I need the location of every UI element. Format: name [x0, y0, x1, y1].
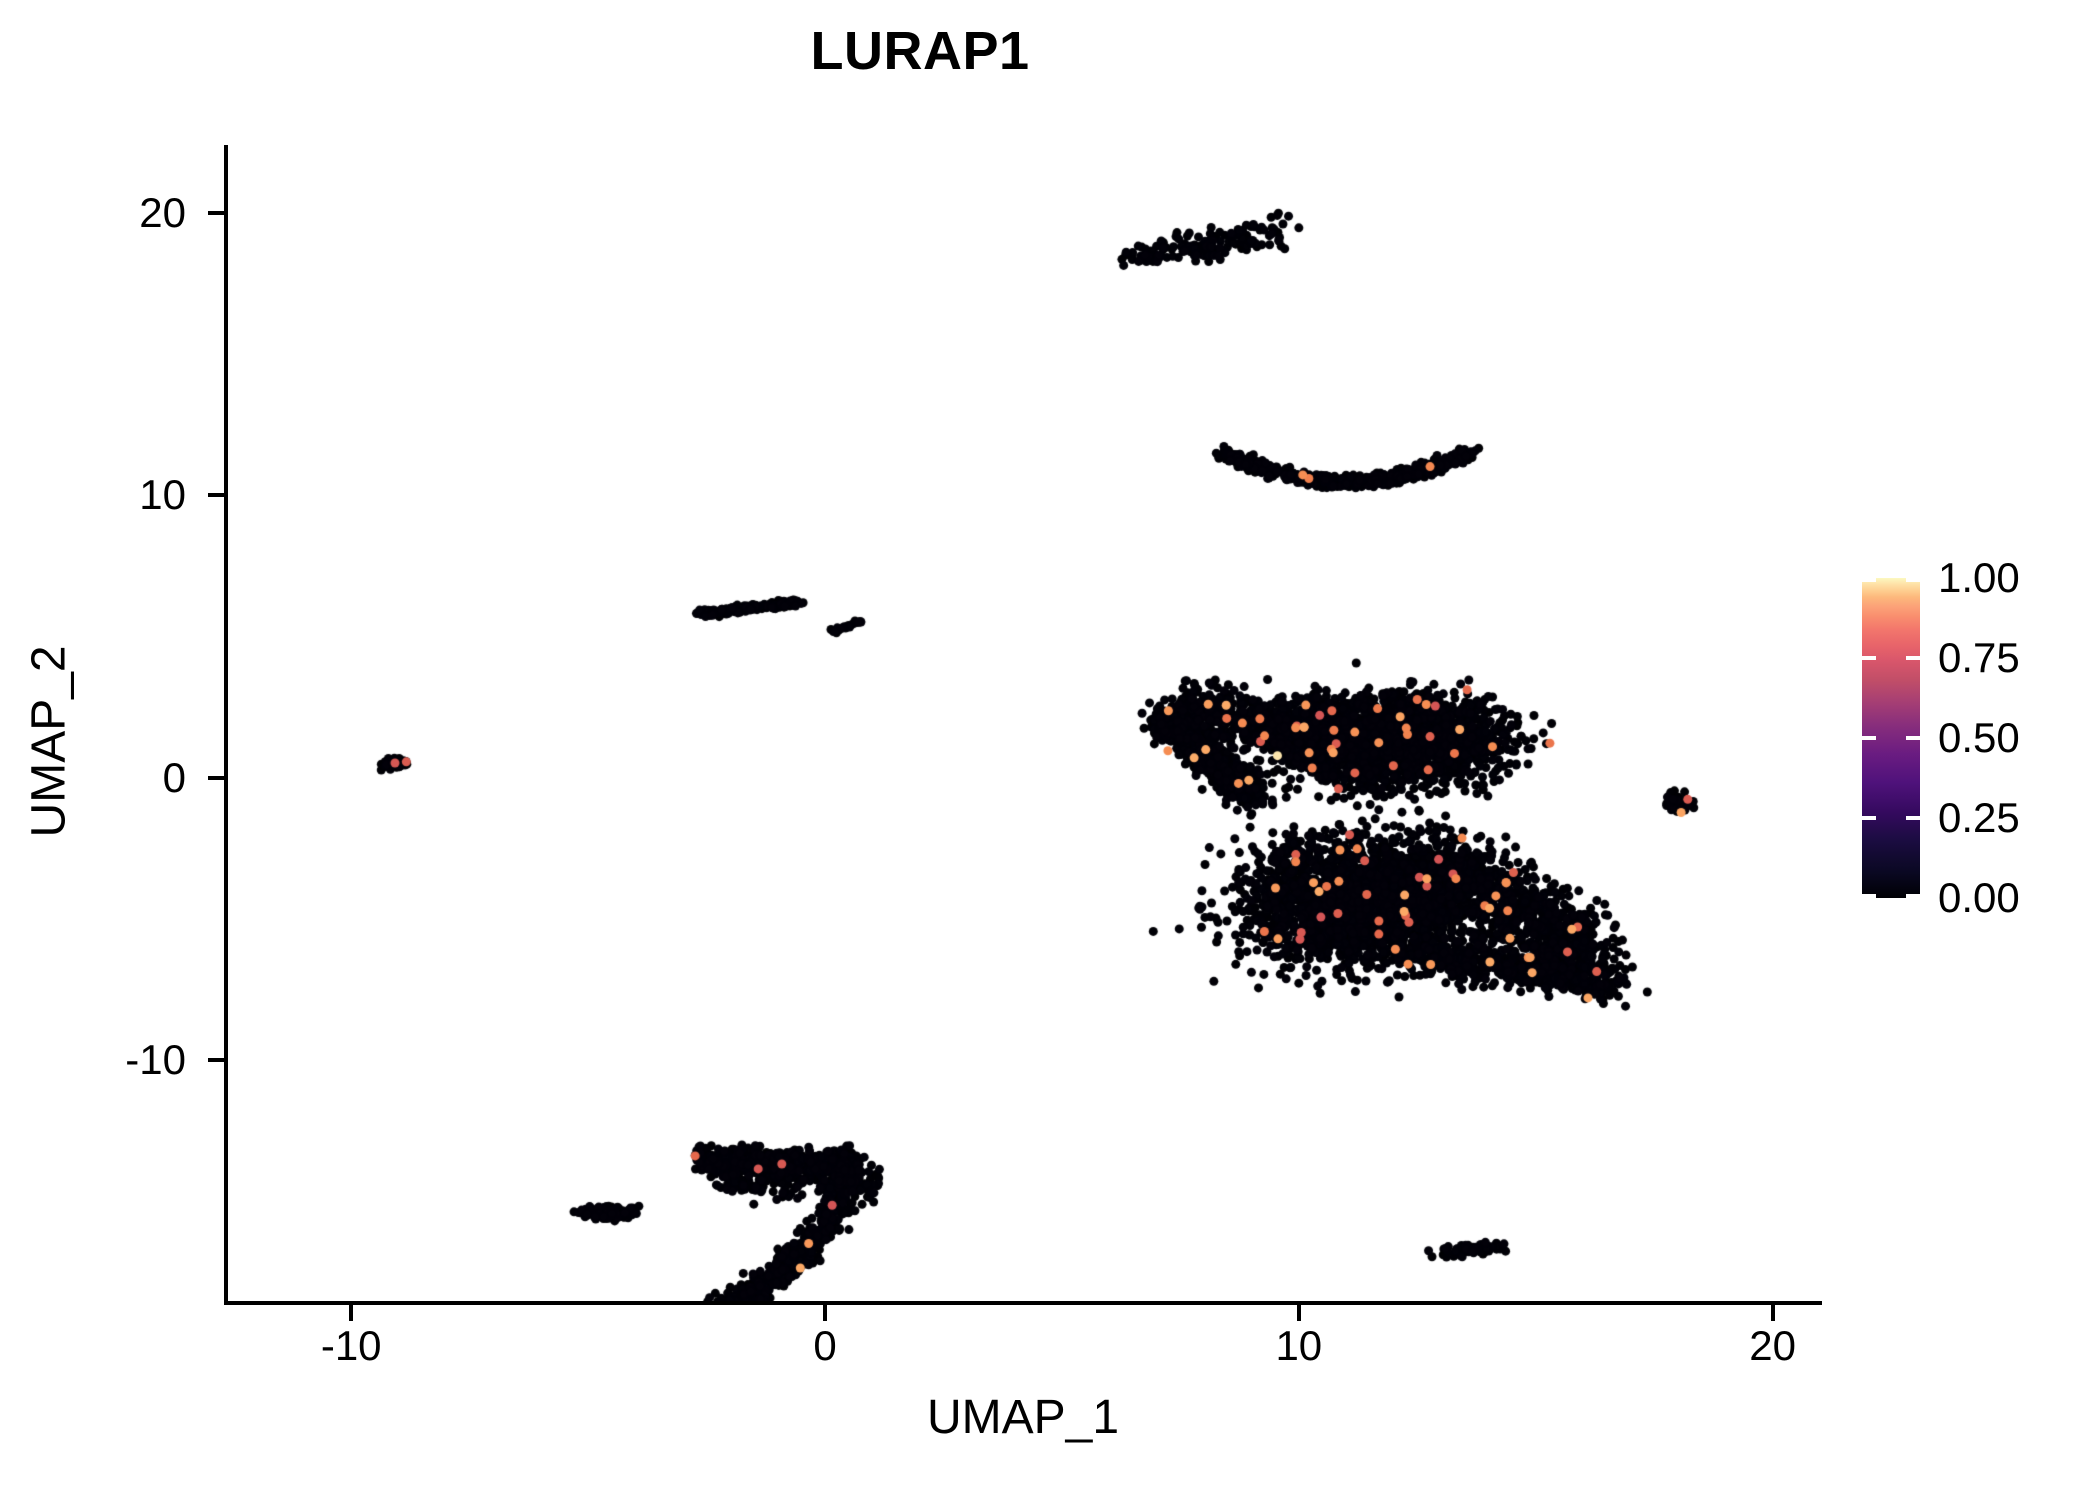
colorbar-tick-mark	[1906, 816, 1920, 820]
colorbar-tick-mark	[1862, 578, 1876, 582]
x-axis-line	[224, 1301, 1822, 1305]
colorbar-tick-mark	[1862, 736, 1876, 740]
x-tick-mark	[1296, 1305, 1301, 1321]
page-title: LURAP1	[810, 21, 1030, 81]
colorbar-tick-mark	[1906, 736, 1920, 740]
colorbar-tick-mark	[1862, 894, 1876, 898]
x-tick-label: 0	[813, 1322, 837, 1369]
colorbar-gradient	[1862, 578, 1920, 898]
x-tick-mark	[823, 1305, 827, 1321]
colorbar-tick-label: 0.75	[1938, 634, 2020, 681]
x-tick-mark	[1770, 1305, 1775, 1321]
colorbar-tick-mark	[1906, 894, 1920, 898]
colorbar-tick-label: 0.00	[1938, 874, 2020, 921]
y-tick-mark	[208, 775, 224, 780]
colorbar-tick-label: 0.50	[1938, 714, 2020, 761]
scatter-plot-panel	[228, 145, 1820, 1303]
x-tick-mark	[349, 1305, 354, 1321]
colorbar-tick-mark	[1906, 578, 1920, 582]
y-tick-label-text: 20	[139, 188, 186, 236]
scatter-points-canvas	[228, 145, 1820, 1303]
colorbar-tick-mark	[1906, 656, 1920, 660]
colorbar-tick-mark	[1862, 816, 1876, 820]
x-tick-label: -10	[320, 1322, 382, 1369]
colorbar-tick-label: 0.25	[1938, 794, 2020, 841]
x-axis-title: UMAP_1	[926, 1391, 1120, 1444]
y-tick-mark	[208, 210, 224, 215]
colorbar-tick-label: 1.00	[1938, 554, 2020, 601]
y-axis-line	[224, 145, 228, 1305]
x-tick-label: 10	[1275, 1322, 1323, 1369]
y-tick-mark	[208, 1058, 224, 1063]
y-tick-label-text: 0	[162, 753, 186, 801]
y-tick-label-text: -10	[125, 1036, 186, 1084]
y-tick-label-text: 10	[139, 471, 186, 519]
y-axis-title: UMAP_2	[22, 645, 76, 838]
x-tick-label: 20	[1749, 1322, 1796, 1369]
colorbar-legend: 1.00 0.75 0.50 0.25 0.00	[1862, 557, 2020, 919]
colorbar-tick-mark	[1862, 656, 1876, 660]
y-tick-mark	[208, 493, 224, 498]
